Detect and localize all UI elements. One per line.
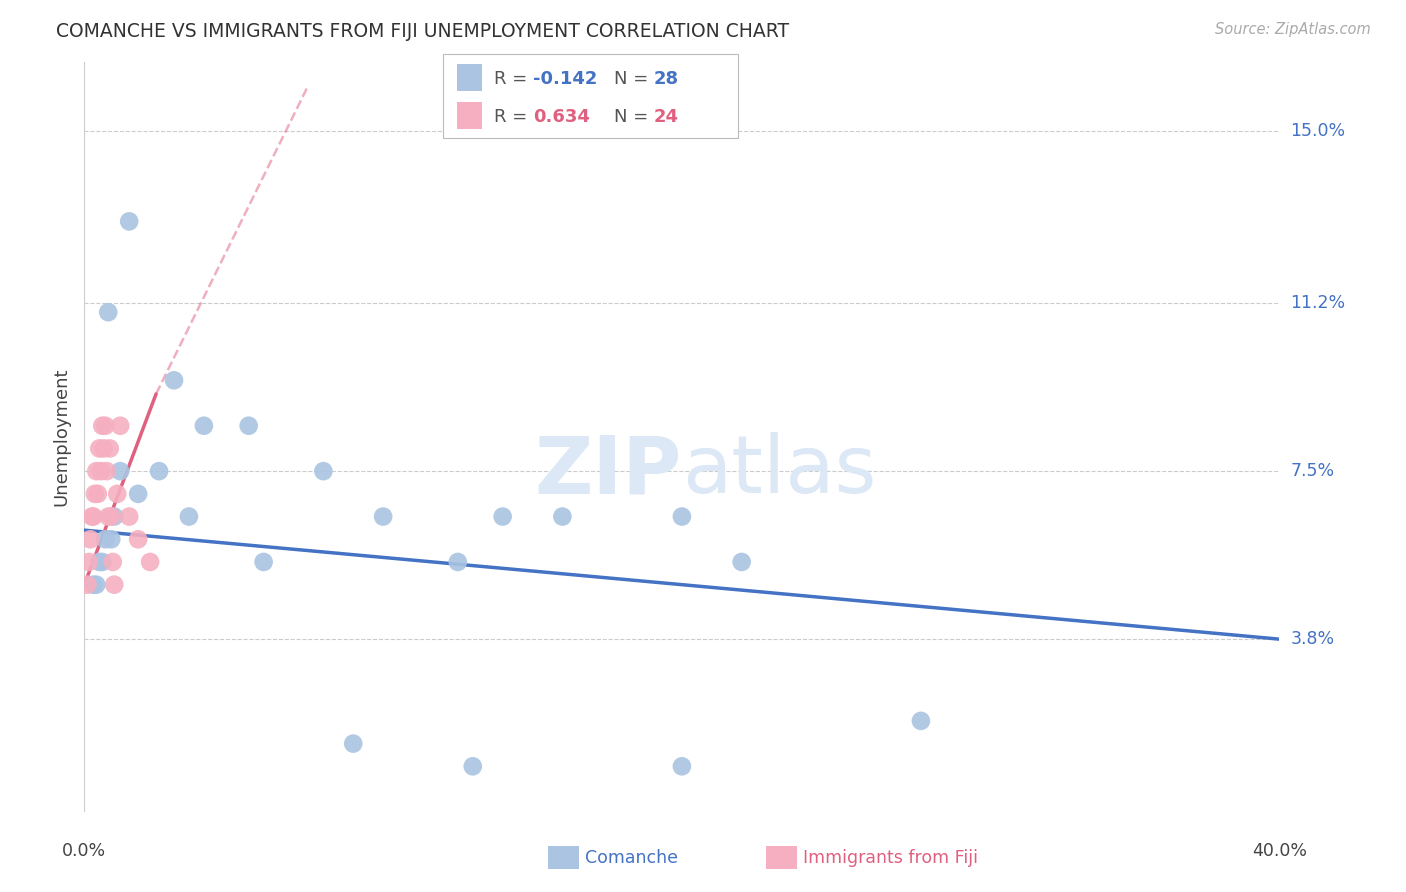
Text: Source: ZipAtlas.com: Source: ZipAtlas.com [1215,22,1371,37]
Point [139,555,162,569]
Point [93,442,115,456]
Text: 3.8%: 3.8% [1291,630,1334,648]
Point [253,555,276,569]
Point [86,464,108,478]
Y-axis label: Unemployment: Unemployment [52,368,70,507]
Point [100,533,122,547]
Point [447,555,470,569]
Point [110,464,132,478]
Point [77,555,100,569]
Point [492,509,515,524]
Point [118,214,141,228]
Point [80,509,103,524]
Point [96,464,118,478]
Point [94,533,117,547]
Text: N =: N = [614,70,654,88]
Point [127,533,149,547]
Point [97,509,120,524]
Point [101,555,124,569]
Point [94,418,117,433]
Point [79,533,101,547]
Point [91,418,114,433]
Point [177,509,200,524]
Point [76,577,98,591]
Text: R =: R = [494,70,533,88]
Point [105,487,128,501]
Point [461,759,484,773]
Point [98,442,121,456]
Point [91,555,114,569]
Text: 28: 28 [654,70,679,88]
Point [312,464,335,478]
Point [238,418,260,433]
Text: R =: R = [494,108,533,126]
Point [89,442,111,456]
Point [148,464,170,478]
Point [82,509,104,524]
Text: 11.2%: 11.2% [1291,294,1346,312]
Point [87,487,110,501]
Point [100,509,122,524]
Text: N =: N = [614,108,654,126]
Point [910,714,932,728]
Point [373,509,395,524]
Point [82,577,104,591]
Point [342,737,364,751]
Point [551,509,574,524]
Point [127,487,149,501]
Text: Comanche: Comanche [585,849,678,867]
Point [89,555,111,569]
Point [163,373,186,387]
Point [103,577,125,591]
Text: COMANCHE VS IMMIGRANTS FROM FIJI UNEMPLOYMENT CORRELATION CHART: COMANCHE VS IMMIGRANTS FROM FIJI UNEMPLO… [56,22,789,41]
Point [90,464,112,478]
Text: -0.142: -0.142 [533,70,598,88]
Point [97,305,120,319]
Point [671,759,693,773]
Point [103,509,125,524]
Text: ZIP: ZIP [534,432,682,510]
Point [110,418,132,433]
Point [118,509,141,524]
Text: 0.634: 0.634 [533,108,589,126]
Point [83,487,105,501]
Text: 7.5%: 7.5% [1291,462,1334,480]
Text: 0.0%: 0.0% [62,842,107,860]
Text: Immigrants from Fiji: Immigrants from Fiji [803,849,977,867]
Point [731,555,754,569]
Text: 15.0%: 15.0% [1291,121,1346,139]
Text: atlas: atlas [682,432,876,510]
Point [86,577,108,591]
Text: 40.0%: 40.0% [1251,842,1308,860]
Point [671,509,693,524]
Text: 24: 24 [654,108,679,126]
Point [193,418,215,433]
